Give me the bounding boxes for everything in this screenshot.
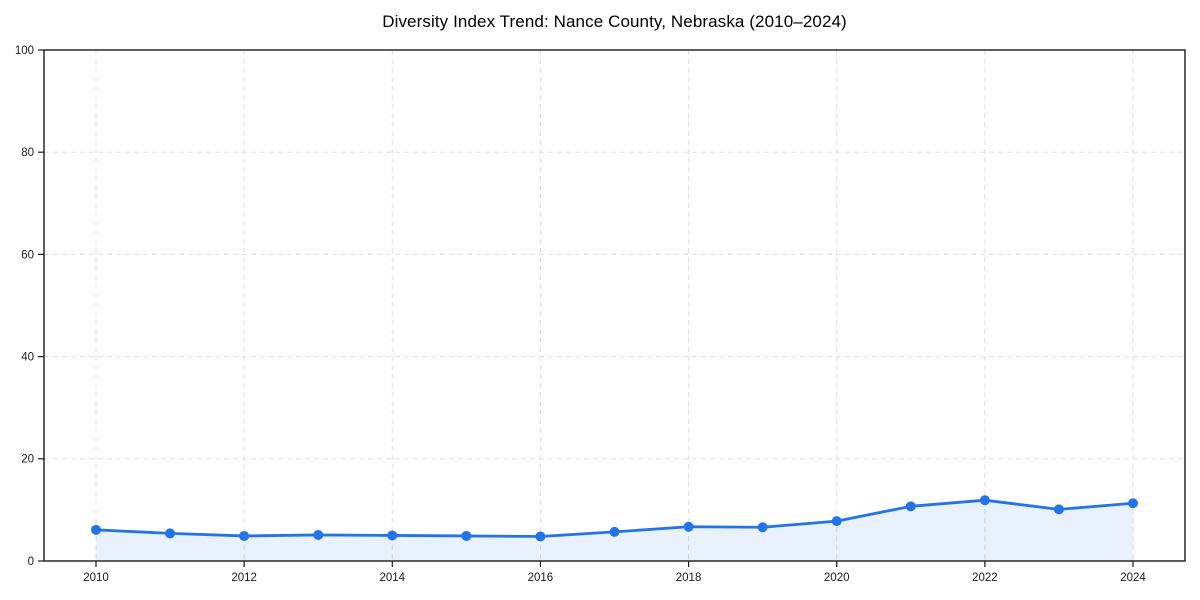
y-tick-label: 0 [28, 556, 34, 568]
x-tick-label: 2020 [824, 572, 850, 584]
x-tick-label: 2014 [379, 572, 405, 584]
data-point-2012 [239, 530, 250, 541]
data-point-2010 [91, 524, 101, 535]
data-point-2019 [757, 522, 768, 533]
x-tick-label: 2010 [83, 572, 109, 584]
y-tick-label: 40 [21, 352, 34, 364]
y-tick-label: 60 [21, 249, 34, 261]
x-tick-label: 2024 [1120, 572, 1146, 584]
data-point-2017 [609, 526, 620, 537]
data-point-2021 [905, 501, 916, 512]
x-tick-label: 2012 [231, 572, 257, 584]
data-point-2020 [831, 516, 842, 527]
data-point-2024 [1128, 498, 1138, 509]
plot-border [43, 49, 1186, 562]
data-point-2023 [1053, 504, 1064, 515]
data-point-2022 [979, 495, 990, 506]
x-tick-label: 2018 [676, 572, 702, 584]
x-tick-label: 2016 [528, 572, 554, 584]
data-point-2011 [165, 528, 176, 539]
data-point-2015 [461, 530, 472, 541]
x-tick-label: 2022 [972, 572, 998, 584]
y-tick-label: 80 [21, 147, 34, 159]
data-point-2014 [387, 530, 398, 541]
area-fill [96, 500, 1133, 561]
data-point-2013 [313, 529, 324, 540]
data-point-2018 [683, 521, 694, 532]
y-tick-label: 20 [21, 454, 34, 466]
data-point-2016 [535, 531, 546, 542]
chart-title: Diversity Index Trend: Nance County, Neb… [382, 12, 847, 31]
y-tick-label: 100 [15, 45, 34, 57]
